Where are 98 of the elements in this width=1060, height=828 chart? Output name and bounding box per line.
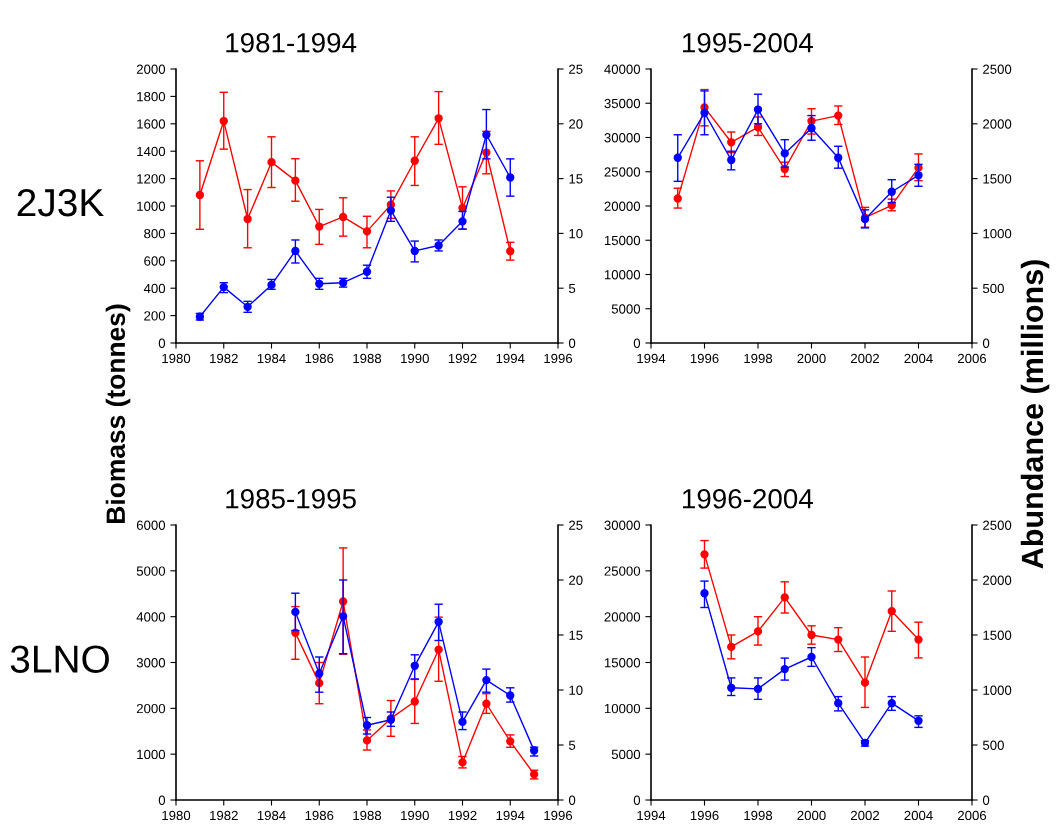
y-tick-label: 15000 [604,658,641,668]
y-axis-title: Biomass (tonnes) [105,304,131,523]
y-tick-label: 5000 [611,304,641,314]
y-tick-label: 40000 [604,64,641,74]
y-tick-label: 25000 [604,566,641,576]
y-tick-label: 20000 [604,201,641,211]
y-tick-label: 10000 [604,270,641,280]
x-tick-label: 1988 [353,810,382,821]
y-tick-label: 10000 [604,703,641,714]
y2-tick-label: 10 [569,228,583,239]
text: 3LNO [10,645,109,673]
y2-tick-label: 2000 [983,119,1012,129]
y-tick-label: 1000 [137,201,166,211]
y-tick-label: 35000 [604,98,641,109]
y2-tick-label: 1500 [983,630,1012,640]
y2-tick-label: 15 [569,630,583,640]
x-tick-label: 2006 [957,353,987,364]
x-tick-label: 1984 [257,810,286,821]
chart-title: 1996-2004 [683,488,813,509]
chart-title: 1981-1994 [226,32,357,53]
x-tick-label: 1996 [690,810,719,821]
x-tick-label: 1982 [210,353,238,364]
text: 2J3K [17,188,104,217]
x-tick-label: 1998 [744,353,773,364]
x-tick-label: 1980 [162,810,191,821]
y2-tick-label: 10 [569,685,583,695]
y2-tick-label: 5 [568,740,576,750]
y2-tick-label: 20 [569,119,583,129]
chart-title: 1995-2004 [683,32,813,53]
y-tick-label: 600 [144,256,166,266]
y2-tick-label: 15 [569,174,583,184]
x-tick-label: 1984 [257,353,286,364]
x-tick-label: 2006 [957,810,987,821]
y-tick-label: 0 [158,338,166,348]
x-tick-label: 1992 [448,353,477,364]
y2-tick-label: 2000 [983,575,1012,585]
y2-tick-label: 0 [568,338,576,348]
y-tick-label: 1800 [137,91,166,102]
y-tick-label: 800 [144,228,166,239]
x-tick-label: 1988 [353,353,382,364]
x-tick-label: 1998 [744,810,773,821]
x-tick-label: 1994 [637,353,666,364]
y-tick-label: 2000 [136,64,166,74]
x-tick-label: 2004 [904,353,933,364]
y-tick-label: 1000 [137,749,166,760]
x-tick-label: 1990 [401,353,429,364]
y2-tick-label: 2500 [983,520,1012,530]
y2-axis-title: Abundance (millions) [1020,260,1050,569]
y-tick-label: 2000 [136,703,166,714]
y-tick-label: 200 [144,311,166,321]
x-tick-label: 2004 [904,810,933,821]
y-tick-label: 0 [633,338,641,348]
y-tick-label: 1600 [137,119,166,129]
x-tick-label: 1996 [690,353,719,364]
y2-tick-label: 2500 [983,64,1012,74]
x-tick-label: 1990 [401,810,429,821]
y-tick-label: 20000 [604,612,641,622]
y-tick-label: 0 [158,795,166,805]
x-tick-label: 2000 [797,810,826,821]
x-tick-label: 1982 [210,810,238,821]
y2-tick-label: 0 [568,795,576,805]
y-tick-label: 30000 [604,133,641,143]
x-tick-label: 1986 [305,810,334,821]
y-tick-label: 3000 [136,658,166,668]
x-tick-label: 1986 [305,353,334,364]
y2-tick-label: 0 [982,795,990,805]
y-tick-label: 1400 [137,146,166,157]
x-tick-label: 1994 [496,810,525,821]
y2-tick-label: 0 [982,338,990,348]
x-tick-label: 2002 [850,810,880,821]
x-tick-label: 1996 [544,353,573,364]
x-tick-label: 1994 [637,810,666,821]
y-tick-label: 1200 [137,174,166,184]
x-tick-label: 1992 [448,810,477,821]
y-tick-label: 15000 [604,235,641,246]
y2-tick-label: 1000 [983,228,1012,239]
x-tick-label: 1994 [496,353,525,364]
y-tick-label: 30000 [604,520,641,530]
y-tick-label: 400 [143,283,166,294]
x-tick-label: 2000 [797,353,826,364]
y-tick-label: 0 [633,795,641,805]
y2-tick-label: 1500 [983,174,1012,184]
y-tick-label: 4000 [136,612,166,622]
y2-tick-label: 1000 [983,685,1012,695]
y2-tick-label: 5 [568,283,576,294]
y2-tick-label: 25 [569,520,583,530]
y-tick-label: 6000 [136,520,166,530]
x-tick-label: 1980 [162,353,191,364]
y-tick-label: 25000 [604,167,641,177]
y-tick-label: 5000 [136,566,166,576]
y2-tick-label: 500 [982,740,1004,750]
x-tick-label: 1996 [544,810,573,821]
x-tick-label: 2002 [850,353,880,364]
y2-tick-label: 25 [569,64,583,74]
y2-tick-label: 500 [982,283,1004,294]
chart-title: 1985-1995 [226,488,356,509]
y2-tick-label: 20 [569,575,583,585]
y-tick-label: 5000 [611,749,641,760]
